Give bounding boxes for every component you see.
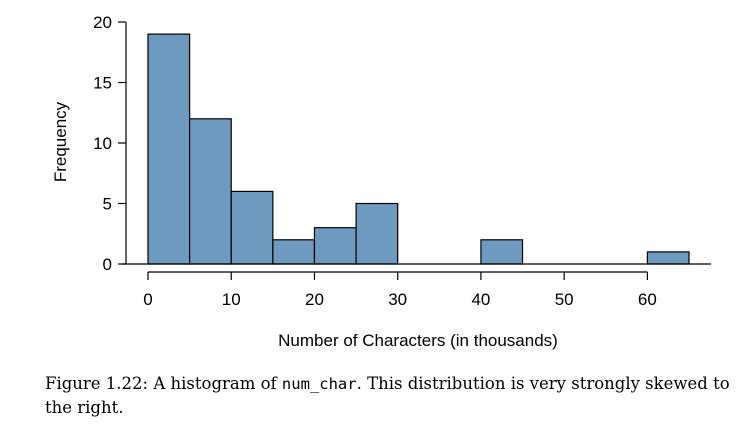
histogram-bar (313, 227, 357, 265)
x-tick-label: 20 (305, 290, 324, 309)
histogram-bar (147, 33, 191, 265)
x-tick-label: 60 (638, 290, 657, 309)
histogram-bar (189, 118, 232, 265)
histogram-bar (355, 202, 399, 265)
caption-code: num_char (281, 375, 357, 393)
figure-caption: Figure 1.22: A histogram of num_char. Th… (45, 372, 735, 419)
y-axis-ticks: 0 5 10 15 20 (93, 13, 126, 274)
y-tick-label: 15 (93, 74, 112, 93)
histogram-bar (272, 239, 316, 265)
x-axis-ticks: 0 10 20 30 40 50 60 (143, 272, 657, 309)
histogram-chart: 0 10 20 30 40 50 60 0 5 10 15 20 Number of Charact… (51, 13, 711, 350)
x-tick-label: 0 (143, 290, 152, 309)
y-tick-label: 20 (93, 13, 112, 32)
y-tick-label: 0 (103, 255, 112, 274)
y-axis-title: Frequency (51, 101, 70, 182)
histogram-bar (480, 239, 524, 265)
x-axis-title: Number of Characters (in thousands) (278, 331, 558, 350)
x-tick-label: 40 (471, 290, 490, 309)
caption-suffix: . This distribution is very strongly ske… (45, 374, 730, 417)
x-tick-label: 50 (555, 290, 574, 309)
histogram-bars (122, 33, 711, 265)
histogram-bar (230, 190, 274, 265)
y-tick-label: 5 (103, 195, 112, 214)
x-tick-label: 10 (222, 290, 241, 309)
histogram-bar (646, 251, 690, 265)
caption-prefix: Figure 1.22: A histogram of (45, 374, 282, 393)
x-tick-label: 30 (388, 290, 407, 309)
y-tick-label: 10 (93, 134, 112, 153)
